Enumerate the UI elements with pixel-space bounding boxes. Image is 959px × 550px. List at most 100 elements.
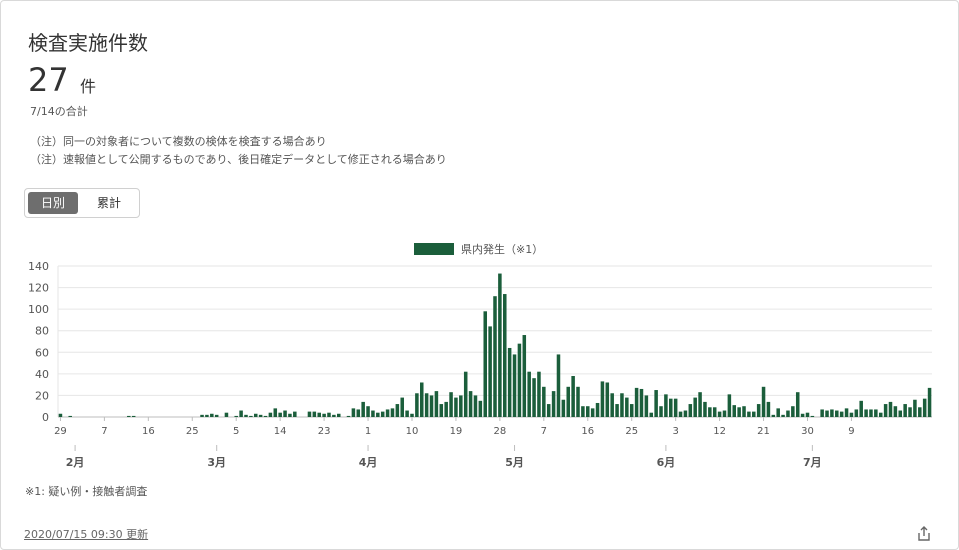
bar[interactable] bbox=[918, 407, 922, 417]
bar[interactable] bbox=[766, 401, 771, 417]
bar[interactable] bbox=[527, 371, 531, 417]
bar[interactable] bbox=[380, 411, 385, 417]
bar[interactable] bbox=[278, 412, 282, 417]
bar[interactable] bbox=[669, 398, 673, 417]
bar[interactable] bbox=[307, 411, 312, 417]
bar[interactable] bbox=[463, 371, 468, 417]
bar[interactable] bbox=[371, 410, 375, 417]
bar[interactable] bbox=[742, 406, 746, 417]
bar[interactable] bbox=[498, 273, 502, 417]
bar[interactable] bbox=[131, 415, 136, 417]
bar[interactable] bbox=[581, 406, 585, 417]
bar[interactable] bbox=[263, 415, 268, 417]
bar[interactable] bbox=[795, 392, 800, 417]
bar[interactable] bbox=[590, 408, 595, 417]
bar[interactable] bbox=[493, 296, 497, 417]
bar[interactable] bbox=[449, 392, 453, 417]
bar[interactable] bbox=[615, 404, 619, 417]
bar[interactable] bbox=[58, 413, 63, 417]
bar[interactable] bbox=[351, 408, 356, 417]
bar[interactable] bbox=[249, 415, 253, 417]
bar[interactable] bbox=[727, 394, 732, 417]
bar[interactable] bbox=[825, 410, 829, 417]
bar[interactable] bbox=[376, 412, 380, 417]
bar[interactable] bbox=[844, 408, 849, 417]
bar[interactable] bbox=[507, 347, 512, 417]
bar[interactable] bbox=[503, 294, 507, 417]
bar[interactable] bbox=[415, 393, 419, 417]
bar[interactable] bbox=[483, 311, 487, 417]
cumulative-button[interactable]: 累計 bbox=[96, 196, 121, 210]
bar[interactable] bbox=[717, 411, 722, 417]
bar[interactable] bbox=[703, 401, 707, 417]
bar[interactable] bbox=[522, 335, 527, 417]
bar[interactable] bbox=[556, 354, 561, 417]
bar[interactable] bbox=[859, 400, 863, 417]
bar[interactable] bbox=[478, 400, 483, 417]
bar[interactable] bbox=[771, 414, 776, 417]
bar[interactable] bbox=[688, 404, 693, 417]
daily-button[interactable]: 日別 bbox=[28, 192, 78, 214]
bar[interactable] bbox=[737, 407, 741, 417]
bar[interactable] bbox=[854, 409, 859, 417]
bar[interactable] bbox=[459, 395, 463, 417]
bar[interactable] bbox=[205, 414, 209, 417]
bar[interactable] bbox=[810, 415, 815, 417]
share-icon[interactable] bbox=[915, 525, 933, 543]
bar[interactable] bbox=[747, 411, 751, 417]
bar[interactable] bbox=[68, 415, 72, 417]
bar[interactable] bbox=[224, 412, 229, 417]
bar[interactable] bbox=[434, 391, 439, 417]
bar[interactable] bbox=[512, 354, 517, 417]
bar[interactable] bbox=[610, 393, 614, 417]
bar[interactable] bbox=[678, 411, 683, 417]
bar[interactable] bbox=[620, 393, 624, 417]
bar[interactable] bbox=[673, 398, 678, 417]
bar[interactable] bbox=[332, 414, 336, 417]
bar[interactable] bbox=[444, 401, 448, 417]
bar[interactable] bbox=[874, 409, 878, 417]
bar[interactable] bbox=[566, 386, 570, 417]
bar[interactable] bbox=[571, 376, 575, 417]
bar[interactable] bbox=[283, 410, 287, 417]
bar[interactable] bbox=[410, 413, 414, 417]
bar[interactable] bbox=[752, 411, 756, 417]
bar[interactable] bbox=[664, 394, 668, 417]
bar[interactable] bbox=[839, 411, 844, 417]
bar[interactable] bbox=[473, 395, 478, 417]
bar[interactable] bbox=[488, 326, 492, 417]
bar[interactable] bbox=[605, 382, 610, 417]
bar[interactable] bbox=[454, 397, 458, 417]
bar[interactable] bbox=[888, 401, 893, 417]
bar[interactable] bbox=[337, 413, 341, 417]
bar[interactable] bbox=[625, 397, 629, 417]
bar[interactable] bbox=[908, 407, 912, 417]
bar[interactable] bbox=[532, 378, 536, 417]
bar[interactable] bbox=[649, 412, 654, 417]
bar[interactable] bbox=[595, 402, 600, 417]
bar[interactable] bbox=[712, 407, 717, 417]
bar[interactable] bbox=[210, 413, 214, 417]
bar[interactable] bbox=[258, 414, 263, 417]
bar[interactable] bbox=[356, 409, 361, 417]
bar[interactable] bbox=[698, 392, 702, 417]
bar[interactable] bbox=[239, 410, 243, 417]
bar[interactable] bbox=[693, 397, 697, 417]
bar[interactable] bbox=[268, 412, 273, 417]
bar[interactable] bbox=[756, 404, 761, 417]
bar[interactable] bbox=[429, 395, 434, 417]
bar[interactable] bbox=[400, 397, 404, 417]
bar[interactable] bbox=[781, 414, 785, 417]
bar[interactable] bbox=[234, 415, 238, 417]
bar[interactable] bbox=[214, 414, 219, 417]
bar[interactable] bbox=[551, 391, 556, 417]
bar[interactable] bbox=[654, 390, 658, 417]
bar[interactable] bbox=[385, 409, 390, 417]
bar[interactable] bbox=[722, 410, 727, 417]
bar[interactable] bbox=[576, 386, 580, 417]
bar[interactable] bbox=[835, 410, 839, 417]
bar[interactable] bbox=[537, 371, 541, 417]
bar[interactable] bbox=[644, 395, 649, 417]
bar[interactable] bbox=[273, 408, 278, 417]
bar[interactable] bbox=[327, 412, 331, 417]
